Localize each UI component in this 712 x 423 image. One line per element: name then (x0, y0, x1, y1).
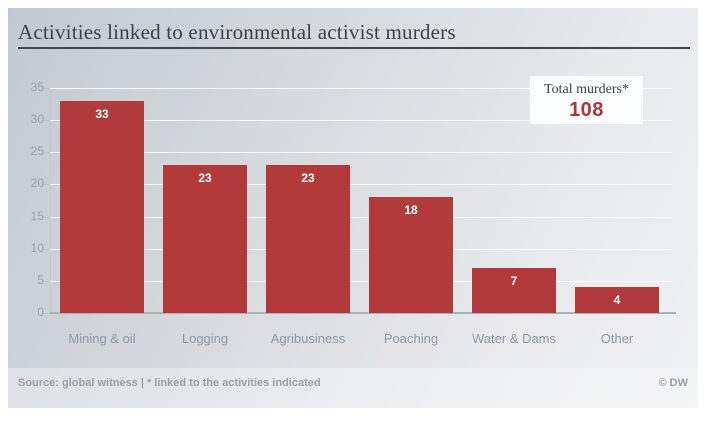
gridline (50, 281, 672, 282)
y-axis-tick (44, 281, 50, 282)
y-axis-tick (44, 249, 50, 250)
y-axis-tick-label: 20 (30, 176, 44, 190)
y-axis-line (50, 88, 51, 313)
total-murders-value: 108 (569, 99, 604, 121)
y-axis-tick-label: 0 (37, 305, 44, 319)
total-murders-label: Total murders* (544, 82, 629, 97)
y-axis-tick (44, 88, 50, 89)
bar-logging: 23 (163, 165, 247, 313)
y-axis-tick (44, 120, 50, 121)
y-axis-tick (44, 152, 50, 153)
y-axis-tick-label: 5 (37, 273, 44, 287)
gridline (50, 217, 672, 218)
y-axis-tick (44, 217, 50, 218)
bar-value-label: 7 (510, 274, 518, 288)
y-axis-tick-label: 10 (30, 241, 44, 255)
gridline (50, 249, 672, 250)
gridline (50, 88, 672, 89)
x-axis-category-label: Agribusiness (270, 331, 346, 346)
bar-poaching: 18 (369, 197, 453, 313)
y-axis-tick-label: 35 (30, 80, 44, 94)
bar-other: 4 (575, 287, 659, 313)
total-murders-box: Total murders* 108 (530, 76, 643, 124)
x-axis-category-label: Water & Dams (471, 331, 557, 346)
x-axis-category-label: Poaching (383, 331, 439, 346)
x-axis-category-label: Logging (181, 331, 229, 346)
y-axis-tick-label: 30 (30, 112, 44, 126)
y-axis-tick (44, 184, 50, 185)
title-divider (18, 47, 690, 49)
x-axis-category-label: Other (600, 331, 634, 346)
x-axis-line (50, 312, 676, 314)
bar-value-label: 4 (613, 293, 621, 307)
bar-agribusiness: 23 (266, 165, 350, 313)
dw-credit: © DW (658, 377, 689, 389)
bar-water-dams: 7 (472, 268, 556, 313)
y-axis-tick (44, 313, 50, 314)
source-note: Source: global witness | * linked to the… (18, 377, 321, 389)
bar-value-label: 18 (404, 203, 418, 217)
y-axis-tick-label: 15 (30, 209, 44, 223)
gridline (50, 152, 672, 153)
bar-value-label: 23 (301, 171, 315, 185)
bar-value-label: 33 (95, 107, 109, 121)
bar-mining-oil: 33 (60, 101, 144, 313)
chart-title: Activities linked to environmental activ… (18, 20, 456, 44)
bar-value-label: 23 (198, 171, 212, 185)
footer-strip (8, 368, 698, 408)
gridline (50, 120, 672, 121)
y-axis-tick-label: 25 (30, 144, 44, 158)
x-axis-category-label: Mining & oil (68, 331, 136, 346)
gridline (50, 184, 672, 185)
